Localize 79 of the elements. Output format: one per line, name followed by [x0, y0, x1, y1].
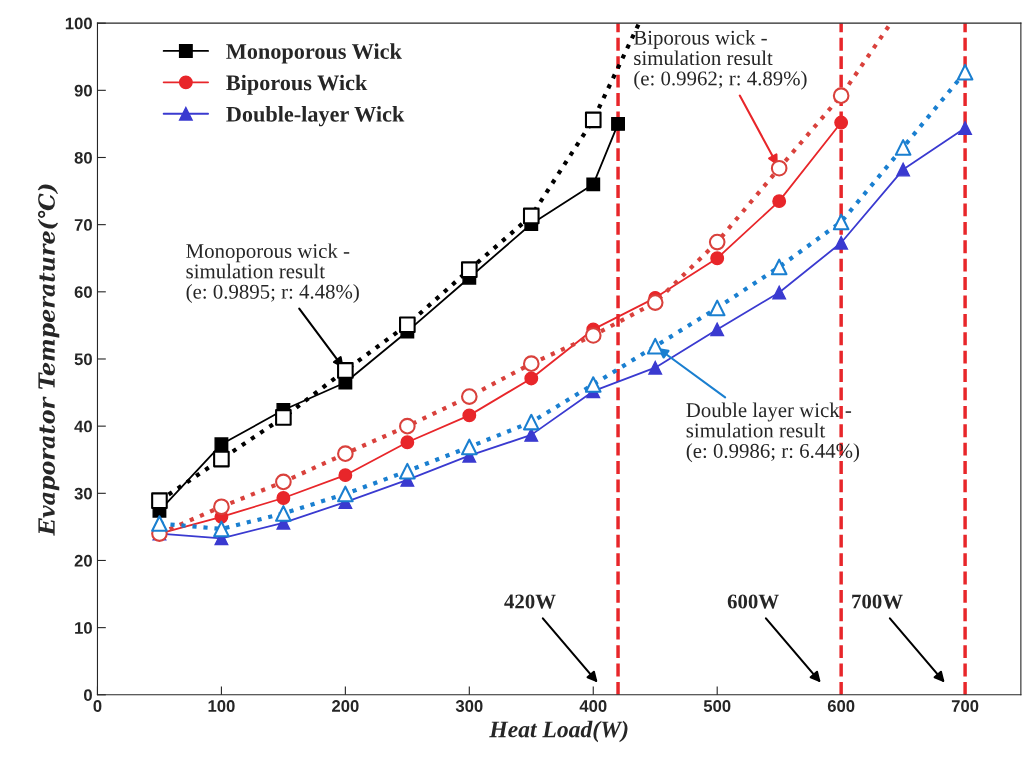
point — [337, 485, 354, 503]
point — [584, 111, 602, 129]
point — [586, 177, 601, 192]
x-tick-label: 200 — [332, 700, 359, 712]
point — [275, 505, 292, 522]
point — [584, 327, 602, 344]
y-tick-label: 0 — [84, 689, 92, 701]
point — [213, 498, 230, 516]
y-tick-label: 30 — [74, 487, 92, 500]
point — [276, 491, 291, 505]
point — [275, 473, 292, 491]
point — [399, 316, 416, 334]
point — [708, 233, 726, 251]
point — [462, 408, 477, 423]
point — [772, 285, 787, 300]
annotation: Monoporous wick - simulation result (e: 0.9895; r: 4.48%) — [186, 243, 359, 303]
legend-label: Biporous Wick — [226, 74, 368, 95]
point — [894, 139, 912, 156]
point — [151, 515, 168, 532]
y-tick-label: 20 — [74, 554, 92, 567]
x-axis-title: Heat Load(W) — [489, 720, 628, 743]
point — [956, 63, 974, 81]
y-tick-label: 80 — [74, 151, 92, 164]
point — [646, 294, 664, 311]
point — [524, 371, 539, 386]
y-tick-label: 40 — [74, 420, 92, 433]
point — [772, 194, 787, 209]
x-tick-label: 300 — [455, 700, 483, 712]
legend-label: Monoporous Wick — [226, 43, 402, 64]
point — [648, 360, 663, 375]
point — [834, 115, 849, 130]
point — [522, 355, 540, 373]
x-tick-label: 100 — [208, 700, 235, 712]
point — [399, 462, 416, 480]
point — [337, 362, 354, 379]
point — [275, 409, 292, 426]
y-tick-label: 90 — [74, 84, 92, 97]
y-tick-label: 50 — [74, 353, 92, 366]
x-tick-label: 0 — [93, 700, 102, 712]
y-tick-label: 70 — [74, 219, 92, 231]
point — [338, 468, 353, 483]
point — [213, 450, 230, 468]
point — [460, 388, 478, 405]
x-tick-label: 500 — [703, 700, 731, 712]
point — [337, 445, 354, 462]
x-tick-label: 700 — [951, 700, 979, 712]
ref-line-label: 700W — [852, 594, 903, 609]
point — [708, 299, 726, 317]
point — [460, 438, 478, 456]
point — [770, 258, 788, 276]
x-tick-label: 600 — [827, 700, 855, 712]
ref-line-label: 420W — [504, 594, 556, 609]
point — [213, 520, 230, 538]
point — [522, 207, 540, 225]
y-tick-label: 100 — [65, 17, 92, 30]
point — [400, 435, 415, 450]
point — [958, 120, 973, 135]
point — [710, 322, 725, 337]
x-tick-label: 400 — [579, 700, 607, 712]
y-tick-label: 10 — [75, 622, 92, 634]
legend-label: Double-layer Wick — [226, 106, 405, 127]
point — [151, 492, 168, 510]
point — [646, 337, 664, 355]
point — [522, 413, 540, 431]
point — [896, 162, 911, 177]
annotation: Biporous wick - simulation result (e: 0.9962; r: 4.89%) — [633, 30, 807, 90]
point — [710, 251, 725, 266]
point — [214, 437, 229, 452]
point — [611, 116, 625, 131]
ref-line-label: 600W — [727, 594, 779, 609]
y-axis-title: Evaporator Temperature(℃) — [37, 184, 60, 536]
point — [832, 213, 850, 231]
y-tick-label: 60 — [74, 286, 92, 299]
point — [834, 235, 849, 250]
point — [584, 376, 602, 393]
point — [832, 87, 850, 105]
point — [460, 261, 478, 278]
point — [399, 417, 416, 435]
point — [770, 159, 788, 177]
